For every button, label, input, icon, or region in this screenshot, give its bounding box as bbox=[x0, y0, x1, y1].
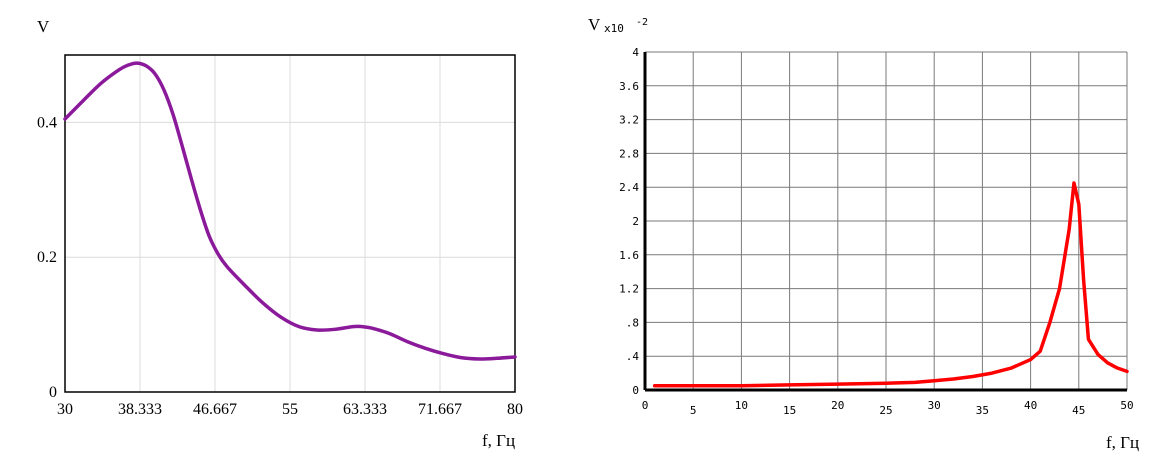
right-chart-y-tick-label: 2 bbox=[632, 215, 639, 228]
left-chart-y-ticks: 0 0.2 0.4 bbox=[37, 114, 57, 401]
right-chart-x-tick-label: 40 bbox=[1024, 399, 1037, 412]
right-chart-x-tick-label: 50 bbox=[1120, 399, 1133, 412]
right-chart-y-tick-label: 1.6 bbox=[619, 249, 639, 262]
right-chart-x-tick-label: 5 bbox=[690, 404, 697, 417]
right-chart-y-tick-label: 3.2 bbox=[619, 114, 639, 127]
right-chart-y-tick-label: .8 bbox=[626, 316, 639, 329]
left-chart-x-ticks: 30 38.333 46.667 55 63.333 71.667 80 bbox=[57, 401, 523, 418]
left-chart-x-axis-label: f, Гц bbox=[482, 431, 515, 450]
left-chart-y-tick-label: 0 bbox=[49, 384, 57, 401]
left-chart-frame bbox=[64, 54, 516, 393]
left-chart-y-tick-label: 0.4 bbox=[37, 114, 57, 131]
right-chart-y-ticks: 0 .4 .8 1.2 1.6 2 2.4 2.8 3.2 3.6 4 bbox=[619, 46, 639, 397]
right-chart-series-line bbox=[652, 181, 1129, 388]
left-chart-x-tick-label: 80 bbox=[507, 401, 523, 418]
right-chart-y-tick-label: 2.8 bbox=[619, 147, 639, 160]
left-chart-x-tick-label: 30 bbox=[57, 401, 73, 418]
left-chart-x-tick-label: 63.333 bbox=[343, 401, 387, 418]
right-chart-x-tick-label: 0 bbox=[642, 399, 649, 412]
right-chart-x-tick-label: 25 bbox=[879, 404, 892, 417]
right-chart-y-tick-label: 1.2 bbox=[619, 283, 639, 296]
right-chart-y-tick-label: 4 bbox=[632, 46, 639, 59]
right-chart-x-tick-label: 35 bbox=[976, 404, 989, 417]
right-chart-x-tick-label: 20 bbox=[831, 399, 844, 412]
left-chart-x-tick-label: 38.333 bbox=[118, 401, 162, 418]
left-chart: 30 38.333 46.667 55 63.333 71.667 80 0 0.2 0.4 V… bbox=[37, 17, 523, 450]
right-chart-y-scale-label: x10 bbox=[604, 22, 624, 35]
left-chart-x-tick-label: 55 bbox=[282, 401, 298, 418]
left-chart-grid bbox=[65, 55, 515, 392]
right-chart-grid bbox=[645, 51, 1128, 390]
right-chart-x-tick-label: 10 bbox=[735, 399, 748, 412]
left-chart-x-tick-label: 71.667 bbox=[418, 401, 462, 418]
right-chart-y-axis-label: V bbox=[588, 15, 601, 34]
right-chart-x-axis-label: f, Гц bbox=[1106, 433, 1139, 452]
left-chart-y-axis-label: V bbox=[37, 17, 50, 36]
left-chart-y-tick-label: 0.2 bbox=[37, 249, 57, 266]
right-chart-y-tick-label: 3.6 bbox=[619, 80, 639, 93]
right-chart-y-tick-label: .4 bbox=[626, 350, 640, 363]
right-chart-x-tick-label: 15 bbox=[783, 404, 796, 417]
left-chart-series-line bbox=[63, 61, 517, 361]
right-chart-y-tick-label: 2.4 bbox=[619, 181, 639, 194]
right-chart-x-tick-label: 30 bbox=[928, 399, 941, 412]
right-chart-y-scale-exponent: -2 bbox=[636, 17, 648, 28]
right-chart-x-ticks: 0 5 10 15 20 25 30 35 40 45 50 bbox=[642, 399, 1134, 417]
right-chart-y-tick-label: 0 bbox=[632, 384, 639, 397]
right-chart: 0 5 10 15 20 25 30 35 40 45 50 0 .4 .8 1.2 1.6 2 2.4 2.8 3… bbox=[588, 15, 1139, 452]
left-chart-x-tick-label: 46.667 bbox=[193, 401, 237, 418]
right-chart-x-tick-label: 45 bbox=[1072, 404, 1085, 417]
